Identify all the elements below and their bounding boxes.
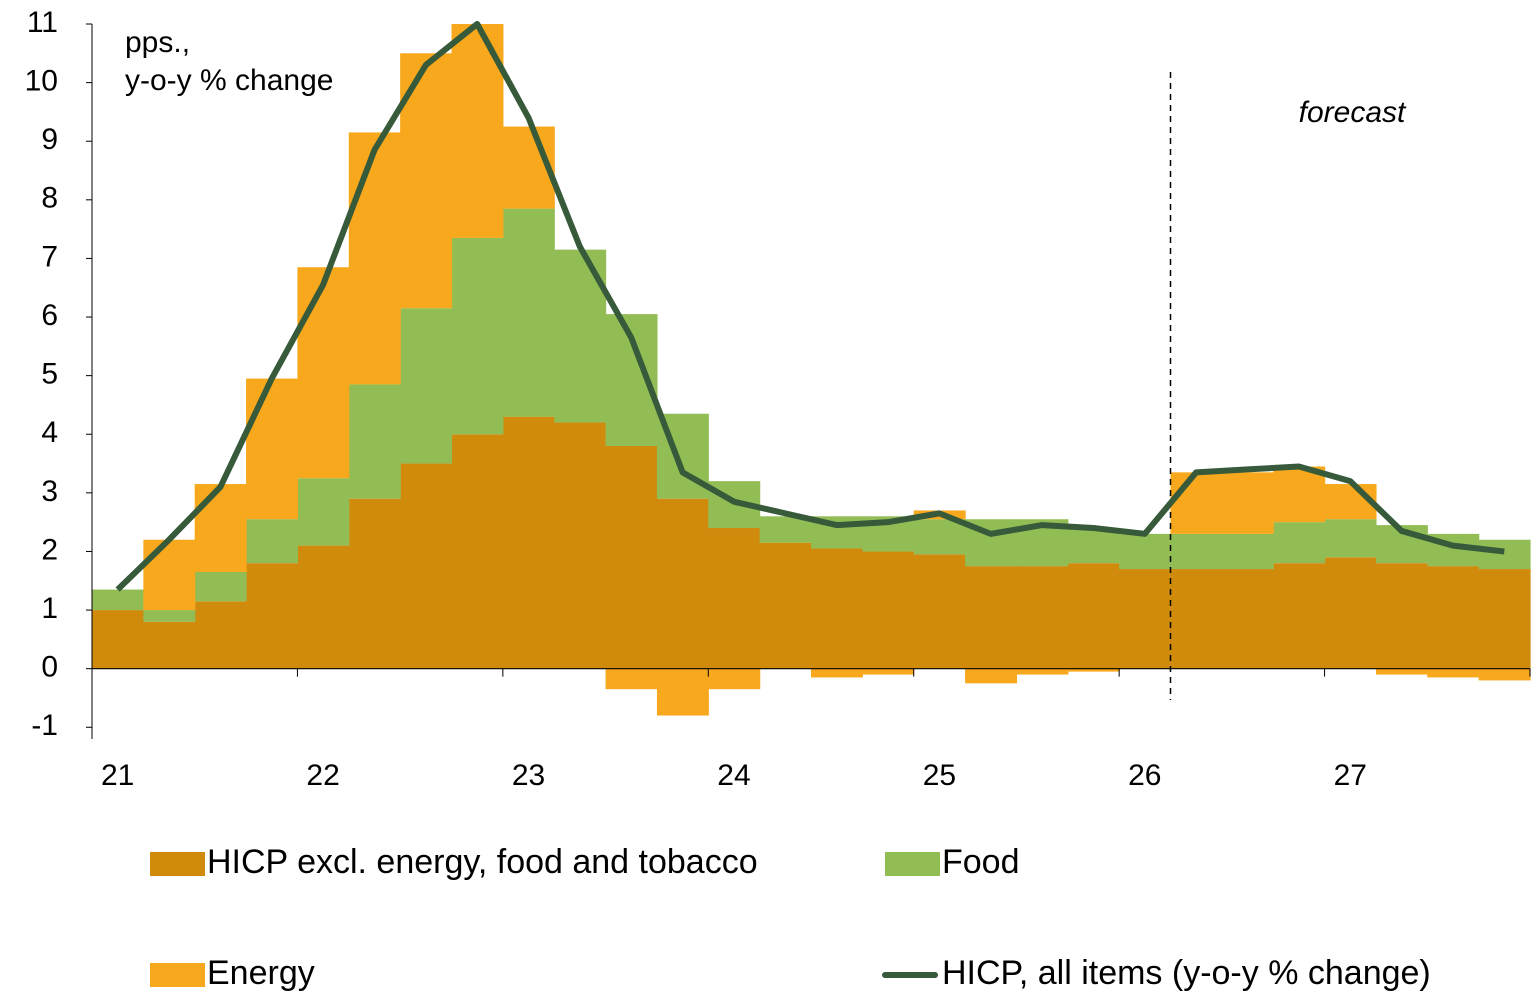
- y-tick-label: -1: [31, 709, 58, 742]
- bar-segment: [1325, 557, 1377, 668]
- bar-segment: [1068, 563, 1120, 668]
- bar-segment: [452, 434, 504, 668]
- bar-segment: [1273, 522, 1325, 563]
- bar-segment: [657, 499, 709, 669]
- bar-segment: [1171, 569, 1223, 669]
- bar-segment: [1222, 472, 1274, 534]
- bar-segment: [1479, 540, 1531, 569]
- bar-segment: [862, 669, 914, 675]
- bar-segment: [1273, 563, 1325, 668]
- bar-segment: [965, 669, 1017, 684]
- forecast-label: forecast: [1299, 96, 1407, 129]
- bar-segment: [1325, 519, 1377, 557]
- bar-segment: [657, 669, 709, 716]
- bar-segment: [92, 610, 144, 669]
- bar-segment: [1427, 566, 1479, 669]
- bar-segment: [1119, 569, 1171, 669]
- bar-segment: [606, 669, 658, 690]
- bar-segment: [143, 610, 195, 622]
- bar-segment: [1376, 669, 1428, 675]
- y-tick-label: 10: [25, 65, 58, 98]
- y-tick-label: 1: [41, 592, 58, 625]
- bar-segment: [606, 446, 658, 669]
- bar-segment: [1427, 669, 1479, 678]
- bar-segment: [400, 308, 452, 463]
- bar-segment: [297, 546, 349, 669]
- bar-segment: [246, 519, 298, 563]
- bar-segment: [965, 566, 1017, 669]
- bar-segment: [246, 563, 298, 668]
- bar-segment: [349, 132, 401, 384]
- bar-segment: [297, 267, 349, 478]
- bar-segment: [554, 423, 606, 669]
- bar-segment: [1016, 566, 1068, 669]
- legend-swatch: [150, 963, 205, 987]
- y-tick-label: 4: [41, 416, 58, 449]
- bar-segment: [143, 622, 195, 669]
- bar-segment: [1119, 534, 1171, 569]
- legend-label: HICP excl. energy, food and tobacco: [207, 843, 758, 881]
- bar-segment: [246, 379, 298, 520]
- x-tick-label: 26: [1128, 759, 1161, 792]
- legend-label: Food: [942, 843, 1020, 881]
- y-tick-label: 7: [41, 240, 58, 273]
- legend-label: Energy: [207, 954, 315, 992]
- bar-segment: [1068, 528, 1120, 563]
- bar-segment: [1479, 669, 1531, 681]
- bar-segment: [811, 669, 863, 678]
- x-tick-label: 21: [101, 759, 134, 792]
- bar-segment: [862, 551, 914, 668]
- bar-segment: [914, 554, 966, 668]
- bar-segment: [503, 417, 555, 669]
- bar-segment: [297, 478, 349, 545]
- bar-segment: [452, 238, 504, 434]
- bar-segment: [1222, 569, 1274, 669]
- x-tick-label: 25: [923, 759, 956, 792]
- x-tick-label: 27: [1334, 759, 1367, 792]
- y-tick-label: 2: [41, 533, 58, 566]
- y-tick-label: 0: [41, 651, 58, 684]
- x-tick-label: 24: [717, 759, 750, 792]
- bar-segment: [1171, 472, 1223, 534]
- bar-segment: [1171, 534, 1223, 569]
- bar-segment: [1479, 569, 1531, 669]
- y-tick-label: 5: [41, 358, 58, 391]
- bar-segment: [349, 384, 401, 498]
- chart: pps., y-o-y % change forecast -101234567…: [0, 0, 1533, 1000]
- bar-segment: [1222, 534, 1274, 569]
- legend-swatch: [150, 852, 205, 876]
- y-tick-label: 8: [41, 182, 58, 215]
- y-tick-label: 3: [41, 475, 58, 508]
- bar-segment: [195, 601, 247, 668]
- y-axis-label: pps.,: [125, 26, 190, 59]
- bar-segment: [1016, 669, 1068, 675]
- bar-segment: [503, 209, 555, 417]
- bar-segment: [708, 669, 760, 690]
- bar-segment: [811, 549, 863, 669]
- x-tick-label: 23: [512, 759, 545, 792]
- y-axis-label: y-o-y % change: [125, 64, 333, 97]
- bar-segment: [400, 464, 452, 669]
- x-tick-label: 22: [306, 759, 339, 792]
- bar-segment: [708, 528, 760, 669]
- y-tick-label: 6: [41, 299, 58, 332]
- bar-segment: [1376, 563, 1428, 668]
- bar-segment: [143, 540, 195, 610]
- bar-segment: [195, 572, 247, 601]
- bar-segment: [349, 499, 401, 669]
- bar-segment: [914, 519, 966, 554]
- bar-segment: [195, 484, 247, 572]
- y-tick-label: 9: [41, 123, 58, 156]
- y-tick-label: 11: [27, 6, 58, 39]
- bar-segment: [760, 543, 812, 669]
- bar-segment: [92, 590, 144, 611]
- legend-swatch: [885, 852, 940, 876]
- legend-label: HICP, all items (y-o-y % change): [942, 954, 1431, 992]
